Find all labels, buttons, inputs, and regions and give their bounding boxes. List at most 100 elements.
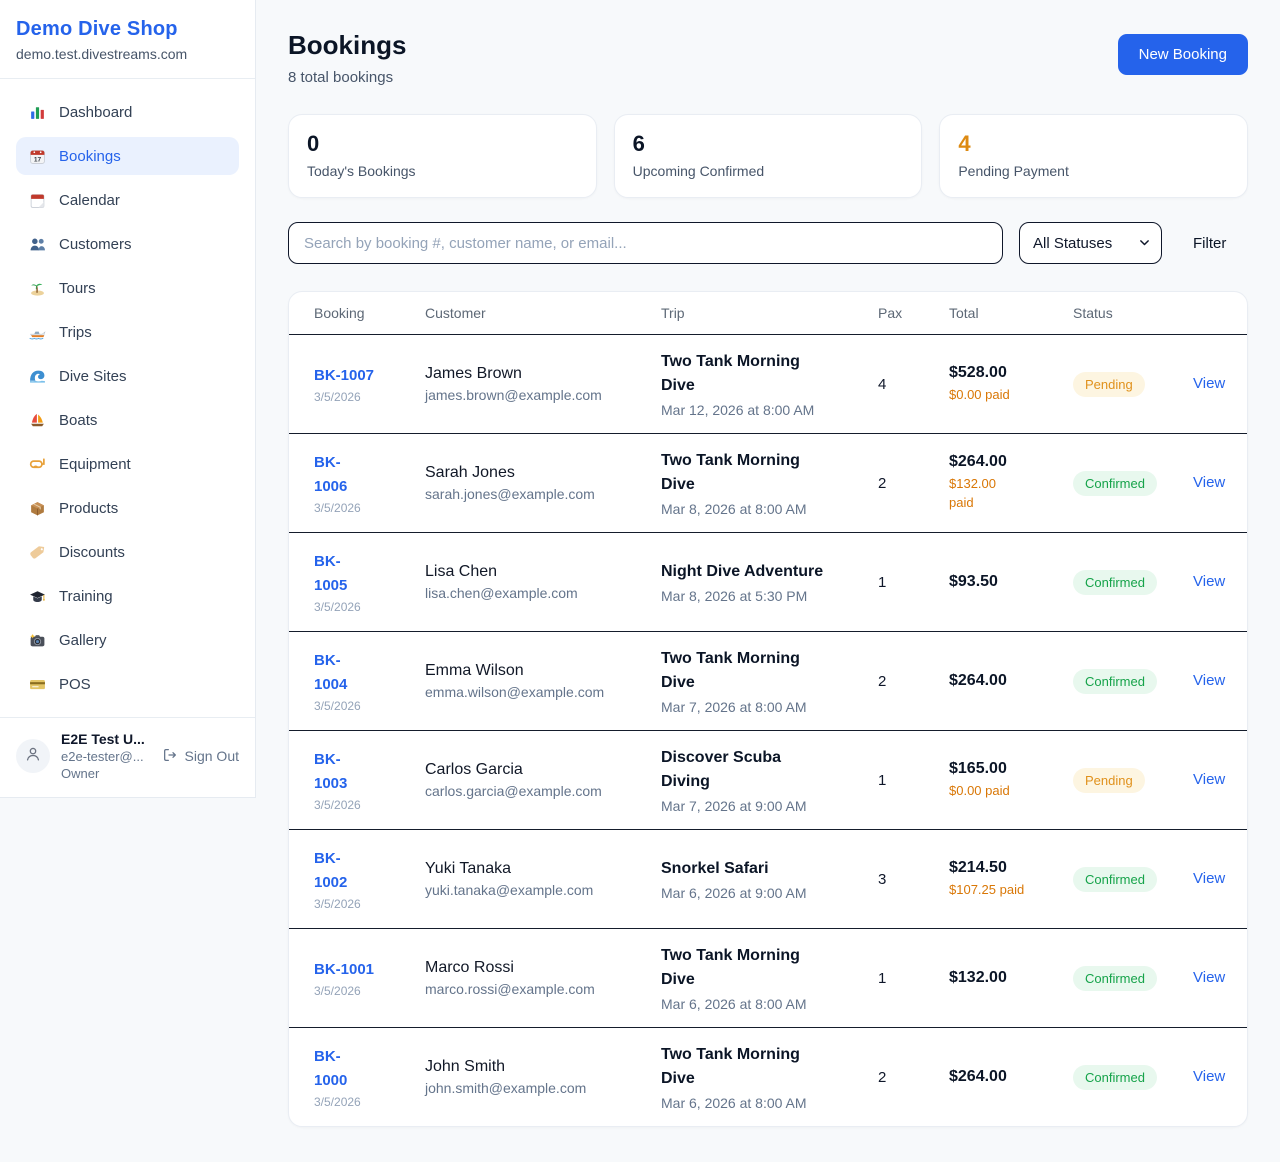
pax-count: 2	[878, 474, 887, 492]
sidebar-item-dashboard[interactable]: Dashboard	[16, 93, 239, 131]
sign-out-button[interactable]: Sign Out	[162, 747, 239, 766]
sidebar-item-equipment[interactable]: Equipment	[16, 445, 239, 483]
booking-id-link[interactable]: BK- 1004	[314, 652, 348, 693]
sidebar-item-products[interactable]: Products	[16, 489, 239, 527]
total-amount: $264.00	[949, 1068, 1007, 1085]
trip-name: Two Tank Morning Dive	[661, 1046, 800, 1087]
paid-amount: $132.00 paid	[949, 476, 996, 510]
sidebar-item-trips[interactable]: Trips	[16, 313, 239, 351]
paid-amount: $0.00 paid	[949, 386, 1010, 402]
booking-id-link[interactable]: BK-1001	[314, 960, 375, 978]
sidebar-item-gallery[interactable]: Gallery	[16, 621, 239, 659]
view-link[interactable]: View	[1193, 771, 1226, 788]
total-amount: $528.00	[949, 363, 1007, 381]
new-booking-button[interactable]: New Booking	[1117, 34, 1248, 75]
sidebar-item-calendar[interactable]: Calendar	[16, 181, 239, 219]
status-badge: Confirmed	[1073, 965, 1157, 991]
shop-name: Demo Dive Shop	[16, 18, 178, 40]
graduation-cap-icon	[28, 587, 46, 605]
bookings-calendar-icon: 17	[28, 147, 46, 165]
customer-name: Emma Wilson	[425, 662, 524, 679]
stat-label: Today's Bookings	[307, 163, 416, 179]
column-header-booking: Booking	[314, 305, 365, 321]
filter-button[interactable]: Filter	[1193, 234, 1227, 252]
trip-name: Two Tank Morning Dive	[661, 650, 800, 691]
view-link[interactable]: View	[1193, 1068, 1226, 1085]
customer-name: Carlos Garcia	[425, 761, 523, 778]
sidebar-item-dive-sites[interactable]: Dive Sites	[16, 357, 239, 395]
sidebar-item-training[interactable]: Training	[16, 577, 239, 615]
stat-value: 4	[958, 131, 971, 156]
sidebar-header: Demo Dive Shop demo.test.divestreams.com	[0, 0, 255, 79]
sidebar-item-boats[interactable]: Boats	[16, 401, 239, 439]
package-icon	[28, 499, 46, 517]
booking-id-link[interactable]: BK- 1005	[314, 553, 348, 594]
booking-id-link[interactable]: BK-1007	[314, 366, 375, 384]
credit-card-icon	[28, 675, 46, 693]
sidebar-item-bookings[interactable]: 17 Bookings	[16, 137, 239, 175]
booking-id-link[interactable]: BK- 1000	[314, 1048, 348, 1089]
trip-datetime: Mar 8, 2026 at 8:00 AM	[661, 501, 807, 517]
sidebar-item-label: Gallery	[59, 631, 107, 649]
paid-amount: $0.00 paid	[949, 782, 1010, 798]
diving-mask-icon	[28, 455, 46, 473]
trip-name: Snorkel Safari	[661, 860, 769, 877]
sidebar-item-tours[interactable]: Tours	[16, 269, 239, 307]
booking-id-link[interactable]: BK- 1002	[314, 850, 348, 891]
sidebar-item-label: Boats	[59, 411, 98, 429]
wave-icon	[28, 367, 46, 385]
main-content: Bookings 8 total bookings New Booking 0 …	[256, 0, 1280, 1159]
user-email: e2e-tester@...	[61, 749, 144, 764]
customer-email: john.smith@example.com	[425, 1080, 587, 1096]
column-header-status: Status	[1073, 305, 1113, 321]
bookings-table: Booking Customer Trip Pax Total Status B…	[288, 291, 1248, 1127]
shop-domain: demo.test.divestreams.com	[16, 46, 188, 62]
sidebar-item-discounts[interactable]: Discounts	[16, 533, 239, 571]
paid-amount: $107.25 paid	[949, 881, 1025, 897]
booking-date: 3/5/2026	[314, 599, 361, 614]
sidebar-item-customers[interactable]: Customers	[16, 225, 239, 263]
trip-datetime: Mar 6, 2026 at 9:00 AM	[661, 885, 807, 901]
sidebar-item-label: Dashboard	[59, 103, 133, 121]
total-amount: $93.50	[949, 573, 998, 590]
view-link[interactable]: View	[1193, 969, 1226, 986]
table-row: BK- 1005 3/5/2026 Lisa Chen lisa.chen@exa…	[289, 532, 1247, 631]
pax-count: 3	[878, 870, 887, 888]
sidebar-item-label: Discounts	[59, 543, 125, 561]
booking-id-link[interactable]: BK- 1006	[314, 454, 348, 495]
status-badge: Confirmed	[1073, 668, 1157, 694]
status-badge: Confirmed	[1073, 866, 1157, 892]
sailboat-icon	[28, 411, 46, 429]
search-input[interactable]	[288, 222, 1003, 264]
trip-datetime: Mar 8, 2026 at 5:30 PM	[661, 588, 808, 604]
customer-email: emma.wilson@example.com	[425, 684, 605, 700]
sidebar-item-pos[interactable]: POS	[16, 665, 239, 703]
sign-out-icon	[162, 747, 178, 766]
view-link[interactable]: View	[1193, 474, 1226, 491]
trip-datetime: Mar 12, 2026 at 8:00 AM	[661, 402, 815, 418]
pax-count: 1	[878, 573, 887, 591]
speedboat-icon	[28, 323, 46, 341]
customer-email: marco.rossi@example.com	[425, 981, 595, 997]
booking-date: 3/5/2026	[314, 896, 361, 911]
total-amount: $264.00	[949, 453, 1007, 471]
column-header-customer: Customer	[425, 305, 486, 321]
customer-email: carlos.garcia@example.com	[425, 783, 602, 799]
trip-datetime: Mar 7, 2026 at 8:00 AM	[661, 699, 807, 715]
total-amount: $165.00	[949, 759, 1007, 777]
people-icon	[28, 235, 46, 253]
user-meta: E2E Test U... e2e-tester@... Owner	[61, 731, 145, 781]
status-filter-select[interactable]: All Statuses	[1019, 222, 1162, 264]
status-badge: Pending	[1073, 767, 1145, 793]
table-header-row: Booking Customer Trip Pax Total Status	[289, 292, 1247, 334]
view-link[interactable]: View	[1193, 870, 1226, 887]
view-link[interactable]: View	[1193, 573, 1226, 590]
view-link[interactable]: View	[1193, 672, 1226, 689]
column-header-trip: Trip	[661, 305, 685, 321]
view-link[interactable]: View	[1193, 375, 1226, 392]
booking-date: 3/5/2026	[314, 984, 361, 999]
stat-card-upcoming-confirmed: 6 Upcoming Confirmed	[613, 114, 923, 198]
booking-id-link[interactable]: BK- 1003	[314, 751, 348, 792]
stat-label: Upcoming Confirmed	[632, 163, 765, 179]
status-badge: Confirmed	[1073, 569, 1157, 595]
